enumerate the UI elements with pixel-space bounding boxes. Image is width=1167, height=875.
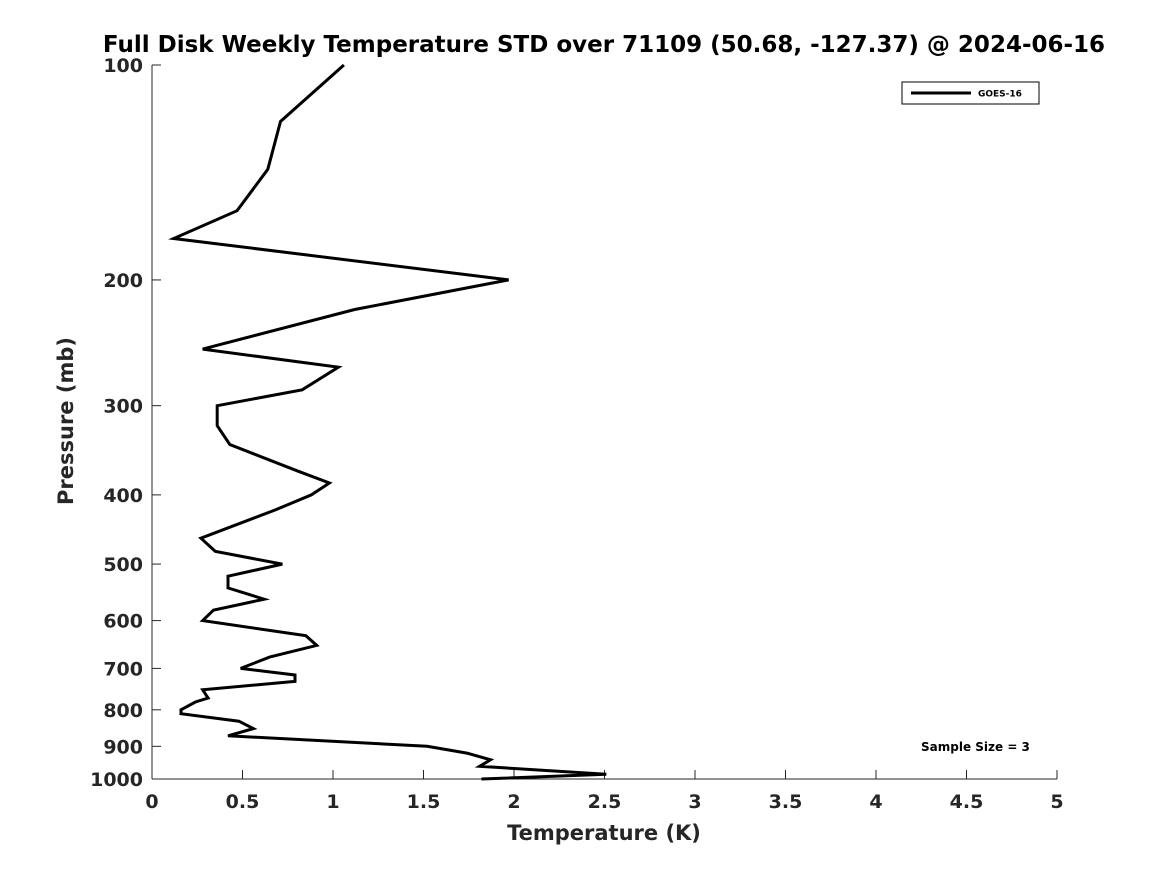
ticks: 0 0.5 1 1.5 2 2.5 3 3.5 4 4.5 5 100 200 300 400 500 600 7… <box>90 55 1064 813</box>
x-tick-label: 3.5 <box>769 791 803 813</box>
x-tick-label: 4 <box>869 791 882 813</box>
y-tick-label: 900 <box>103 736 143 758</box>
y-tick-label: 200 <box>103 270 143 292</box>
y-tick-label: 700 <box>103 658 143 680</box>
x-tick-label: 1 <box>326 791 339 813</box>
x-tick-label: 3 <box>688 791 701 813</box>
sample-size-annotation: Sample Size = 3 <box>921 740 1030 754</box>
x-tick-label: 5 <box>1050 791 1063 813</box>
x-tick-label: 0.5 <box>226 791 260 813</box>
x-tick-label: 4.5 <box>950 791 984 813</box>
y-tick-label: 1000 <box>90 769 143 791</box>
x-axis-label: Temperature (K) <box>507 821 701 845</box>
plot-area <box>168 63 607 781</box>
y-tick-label: 400 <box>103 485 143 507</box>
legend-label: GOES-16 <box>978 90 1022 100</box>
chart-title: Full Disk Weekly Temperature STD over 71… <box>103 32 1105 58</box>
y-tick-label: 500 <box>103 554 143 576</box>
y-tick-label: 800 <box>103 700 143 722</box>
series-line-goes-16 <box>168 63 607 781</box>
x-tick-label: 2.5 <box>588 791 622 813</box>
y-tick-label: 100 <box>103 55 143 77</box>
y-axis-label: Pressure (mb) <box>54 337 78 505</box>
y-tick-label: 300 <box>103 396 143 418</box>
y-tick-label: 600 <box>103 611 143 633</box>
x-tick-label: 1.5 <box>407 791 441 813</box>
x-tick-label: 2 <box>507 791 520 813</box>
x-tick-label: 0 <box>145 791 158 813</box>
